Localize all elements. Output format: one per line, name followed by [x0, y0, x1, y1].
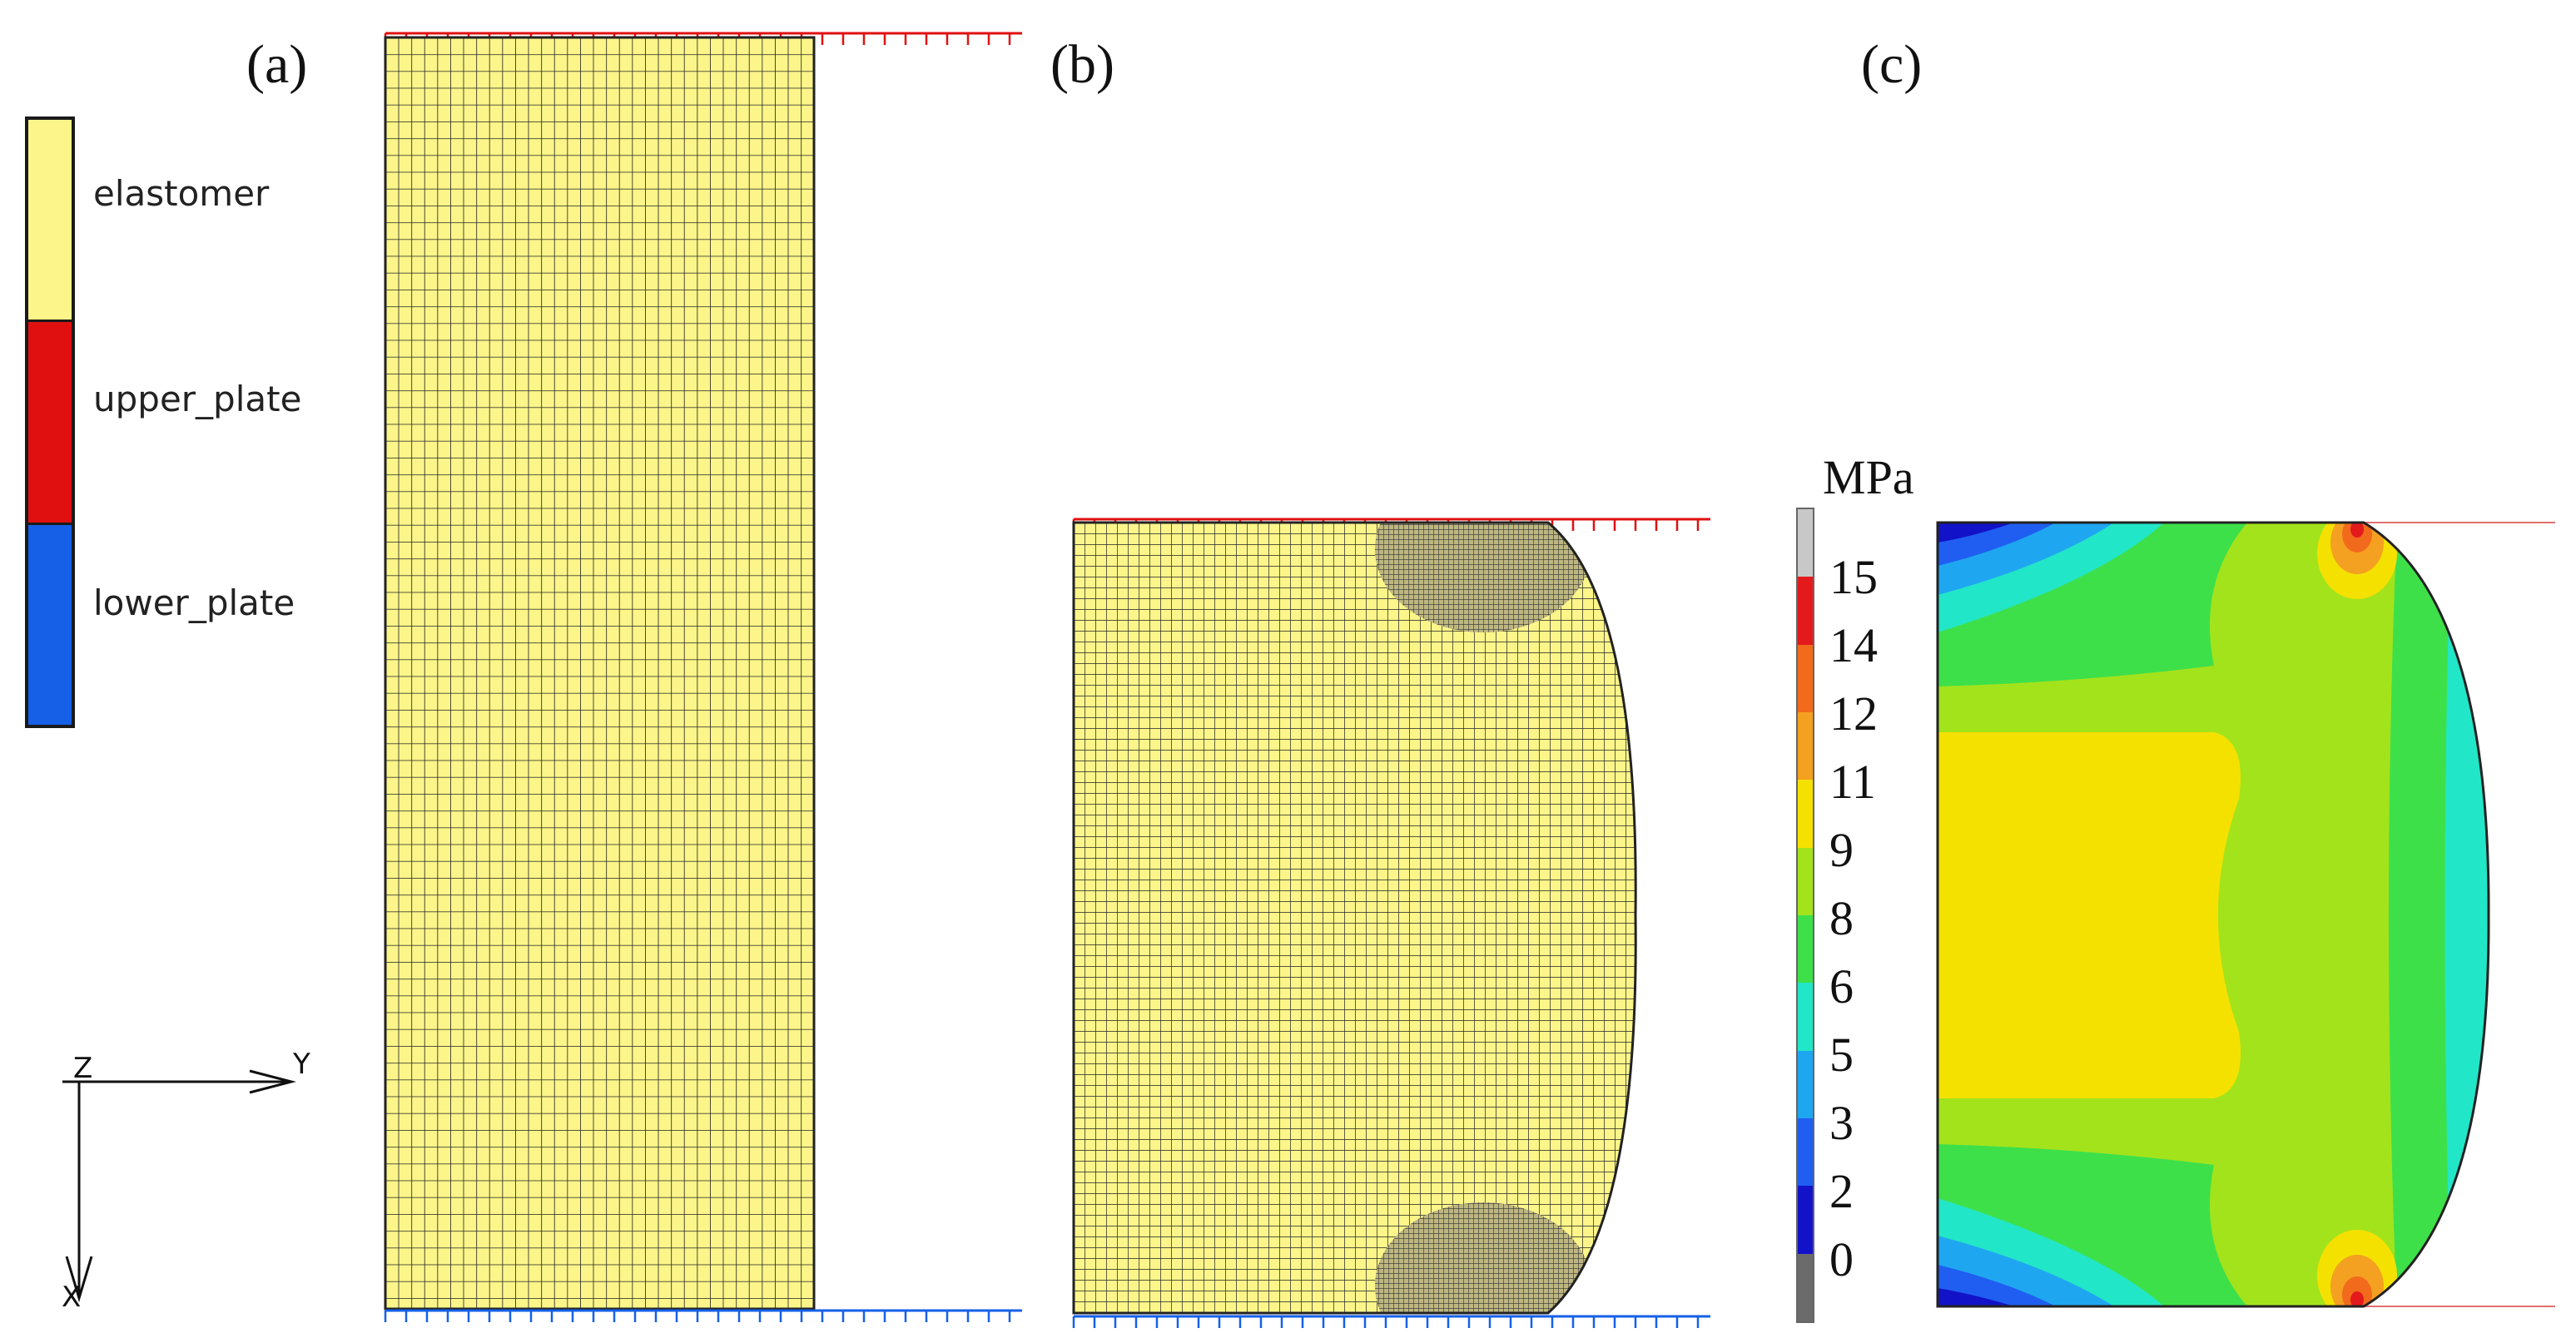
colorbar-swatch — [1798, 1186, 1813, 1254]
colorbar-tick-label: 12 — [1829, 686, 1878, 741]
colorbar-tick-label: 8 — [1829, 891, 1854, 945]
panel-b-deformed-mesh — [1072, 518, 1710, 1328]
colorbar-swatch — [1798, 847, 1813, 915]
colorbar-swatch — [1798, 509, 1813, 577]
colorbar-swatch — [1798, 1117, 1813, 1187]
legend-swatch-elastomer — [28, 120, 72, 323]
panel-label-c: (c) — [1861, 34, 1923, 95]
colorbar-tick-label: 9 — [1829, 823, 1854, 877]
axis-label-y: Y — [292, 1048, 310, 1081]
legend-swatch-upper-plate — [28, 322, 72, 525]
legend-label-upper-plate: upper_plate — [93, 379, 302, 419]
colorbar-tick-label: 14 — [1829, 618, 1878, 672]
colorbar-swatch — [1798, 914, 1813, 984]
legend-label-elastomer: elastomer — [93, 173, 270, 214]
colorbar-swatch — [1798, 983, 1813, 1051]
colorbar-swatch — [1798, 644, 1813, 712]
axes-graphic: Z Y X — [62, 1048, 310, 1314]
colorbar-tick-label: 5 — [1829, 1028, 1854, 1082]
panel-label-b: (b) — [1050, 34, 1114, 95]
stress-colorbar — [1796, 508, 1814, 1323]
colorbar-swatch — [1798, 711, 1813, 780]
colorbar-unit-label: MPa — [1823, 450, 1914, 504]
colorbar-tick-label: 3 — [1829, 1096, 1854, 1150]
axis-label-x: X — [62, 1281, 81, 1314]
colorbar-swatch — [1798, 1253, 1813, 1321]
material-legend — [25, 116, 75, 728]
colorbar-tick-label: 6 — [1829, 959, 1854, 1013]
colorbar-swatch — [1798, 1050, 1813, 1118]
colorbar-tick-label: 0 — [1829, 1232, 1854, 1286]
panel-label-a: (a) — [246, 34, 308, 95]
coordinate-axes: Z Y X — [50, 1032, 333, 1319]
panel-a-undeformed-mesh — [384, 32, 1022, 1322]
colorbar-swatch — [1798, 577, 1813, 645]
legend-swatch-lower-plate — [28, 524, 72, 725]
colorbar-swatch — [1798, 780, 1813, 848]
colorbar-tick-label: 15 — [1829, 550, 1878, 604]
colorbar-tick-label: 2 — [1829, 1164, 1854, 1218]
axis-label-z: Z — [73, 1052, 92, 1085]
panel-c-stress-contour — [1936, 521, 2555, 1308]
legend-label-lower-plate: lower_plate — [93, 582, 295, 623]
colorbar-tick-label: 11 — [1829, 755, 1876, 809]
